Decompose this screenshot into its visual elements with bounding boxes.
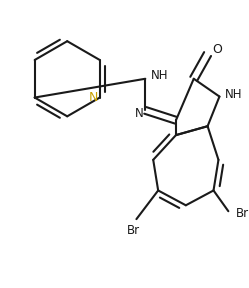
Text: Br: Br: [127, 223, 140, 236]
Text: N: N: [135, 107, 144, 120]
Text: O: O: [213, 43, 222, 56]
Text: NH: NH: [150, 69, 168, 82]
Text: Br: Br: [236, 207, 249, 220]
Text: NH: NH: [225, 88, 242, 101]
Text: N: N: [89, 91, 99, 104]
